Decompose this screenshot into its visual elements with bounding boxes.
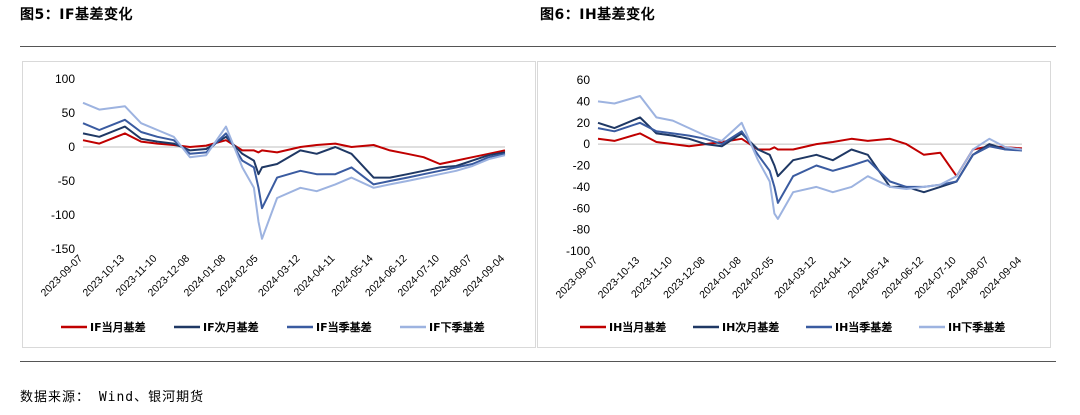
y-tick-label: 0 bbox=[583, 137, 590, 151]
y-tick-label: -20 bbox=[573, 159, 591, 173]
series-line-2 bbox=[597, 116, 1022, 194]
data-source-note: 数据来源： Wind、银河期货 bbox=[20, 390, 205, 405]
y-tick-label: -100 bbox=[51, 208, 75, 222]
y-tick-label: -80 bbox=[573, 223, 591, 237]
series-line-1 bbox=[597, 132, 1023, 178]
series-line-3 bbox=[597, 121, 1023, 204]
y-tick-label: 100 bbox=[55, 72, 75, 86]
legend-label: IH下季基差 bbox=[948, 320, 1005, 334]
y-tick-label: -60 bbox=[573, 201, 591, 215]
y-tick-label: -50 bbox=[58, 174, 76, 188]
x-tick-label: 2023-09-07 bbox=[39, 253, 86, 300]
legend-label: IF下季基差 bbox=[429, 320, 485, 334]
header-rule bbox=[20, 46, 1056, 47]
series-line-2 bbox=[82, 125, 506, 179]
y-tick-label: 50 bbox=[62, 106, 76, 120]
y-tick-label: 0 bbox=[68, 140, 75, 154]
ih-basis-chart: 6040200-20-40-60-80-1002023-09-072023-10… bbox=[554, 73, 1025, 334]
y-tick-label: -100 bbox=[566, 244, 590, 258]
series-line-3 bbox=[82, 118, 506, 210]
if-basis-chart-panel: 100 50 0 -50 -100 -150 2023-09-07 2023-10-13 202… bbox=[22, 61, 536, 348]
x-tick-label: 2023-09-07 bbox=[554, 255, 601, 302]
series-line-1 bbox=[82, 132, 506, 165]
legend-label: IF当月基差 bbox=[90, 320, 146, 334]
y-tick-label: 40 bbox=[577, 94, 591, 108]
y-tick-label: -150 bbox=[51, 242, 75, 256]
chart-title-left: 图5：IF基差变化 bbox=[20, 7, 134, 23]
y-tick-label: 20 bbox=[577, 116, 591, 130]
series-line-4 bbox=[597, 95, 1023, 220]
footer-rule bbox=[20, 361, 1056, 362]
ih-basis-chart-panel: 60 40 20 0 -20 -40 -60 -80 -100 2023-09-07 2023-10… bbox=[537, 61, 1051, 348]
legend-label: IF次月基差 bbox=[203, 320, 259, 334]
if-basis-chart: 100500-50-100-1502023-09-072023-10-13202… bbox=[39, 72, 508, 334]
legend-label: IH当季基差 bbox=[835, 320, 892, 334]
legend-label: IH当月基差 bbox=[609, 320, 666, 334]
series-line-4 bbox=[82, 101, 506, 240]
legend-label: IF当季基差 bbox=[316, 320, 372, 334]
y-tick-label: -40 bbox=[573, 180, 591, 194]
chart-title-right: 图6：IH基差变化 bbox=[540, 7, 656, 23]
legend-label: IH次月基差 bbox=[722, 320, 779, 334]
y-tick-label: 60 bbox=[577, 73, 591, 87]
